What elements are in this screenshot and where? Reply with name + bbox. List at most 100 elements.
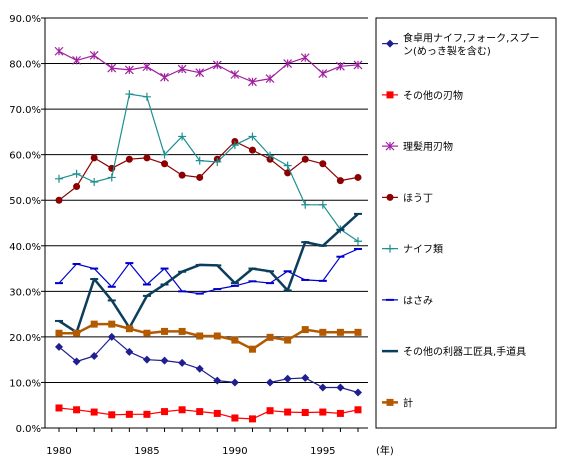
data-point [143,154,151,162]
legend-label: 理髪用刃物 [403,140,453,153]
data-point [300,53,310,63]
data-point [89,50,99,60]
data-point [248,132,257,141]
data-point [284,336,292,344]
data-point [301,373,310,382]
data-point [160,72,169,82]
data-point [142,62,152,72]
data-point [107,63,117,73]
data-point [354,173,362,181]
data-point [353,60,363,70]
data-point [55,342,63,351]
series-6 [55,247,362,295]
legend-box [375,17,557,429]
legend-swatch-marker [386,39,394,48]
data-point [108,320,116,328]
y-tick-label: 60.0% [9,151,41,162]
legend-swatch-marker [386,398,394,406]
data-point [125,410,133,418]
plot-area [45,18,368,428]
data-point [177,64,187,74]
data-point [248,345,256,353]
x-tick-label: 1995 [310,446,335,457]
data-point [318,200,327,209]
data-point [125,90,134,99]
data-point [248,415,256,423]
legend-item: はさみ [382,295,433,307]
data-point [213,409,221,417]
data-point [196,408,204,416]
data-point [125,155,133,163]
series-5 [55,90,362,246]
gridlines [45,17,368,383]
data-point [90,408,98,416]
data-point [73,329,81,337]
data-point [336,177,344,185]
legend-item: ナイフ類 [382,244,443,256]
y-tick-label: 90.0% [9,14,41,25]
data-point [90,320,98,328]
data-point [72,357,81,366]
data-point [319,408,327,416]
legend-swatch-marker [386,244,394,253]
data-point [301,409,309,417]
data-point [212,60,222,70]
y-axis-ticks: 0.0% 10.0% 20.0% 30.0% 40.0% 50.0% 60.0% 70.0% 8… [9,14,45,435]
data-point [54,46,64,56]
x-tick-label: 1985 [134,446,159,457]
data-point [195,156,204,165]
data-point [266,378,275,387]
data-point [125,325,133,333]
data-point [90,154,98,162]
data-point [160,356,169,365]
data-point [301,326,309,334]
data-point [143,410,151,418]
legend-item: その他の刃物 [382,89,463,102]
data-point [161,408,169,416]
data-point [354,406,362,414]
data-point [178,406,186,414]
y-tick-label: 40.0% [9,242,41,253]
axes [44,18,368,429]
x-axis-ticks: 1980 1985 1990 1995 [46,428,359,457]
data-point [283,374,292,383]
legend-swatch-marker [386,91,394,99]
y-tick-label: 30.0% [9,287,41,298]
data-point [107,332,116,341]
data-point [301,200,310,209]
data-point [196,173,204,181]
legend-item: ほう丁 [382,192,433,204]
data-point [354,388,362,397]
y-tick-label: 0.0% [16,424,41,435]
legend-item: 食卓用ナイフ,フォーク,スプーン(めっき製を含む) [382,32,539,58]
data-point [265,74,275,84]
data-point [55,196,63,204]
series-group [54,46,363,423]
legend-label: ほう丁 [403,192,433,204]
legend-swatch-marker [386,193,394,201]
data-point [213,157,222,166]
data-point [73,183,81,191]
data-point [230,378,239,387]
data-point [284,169,292,177]
series-8 [55,320,362,353]
legend-label: その他の刃物 [403,89,463,102]
data-point [107,173,116,182]
data-point [336,409,344,417]
data-point [301,155,309,163]
data-point [336,328,344,336]
legend-item: その他の利器工匠具,手道具 [382,345,526,358]
data-point [125,347,134,356]
data-point [231,336,239,344]
legend-item: 計 [382,396,413,409]
y-tick-label: 50.0% [9,196,41,207]
data-point [142,92,151,101]
data-point [55,329,63,337]
legend-label: 食卓用ナイフ,フォーク,スプーン(めっき製を含む) [403,32,539,58]
data-point [108,411,116,419]
data-point [318,69,328,79]
data-point [354,237,362,246]
y-tick-label: 20.0% [9,333,41,344]
x-tick-label: 1990 [222,446,247,457]
